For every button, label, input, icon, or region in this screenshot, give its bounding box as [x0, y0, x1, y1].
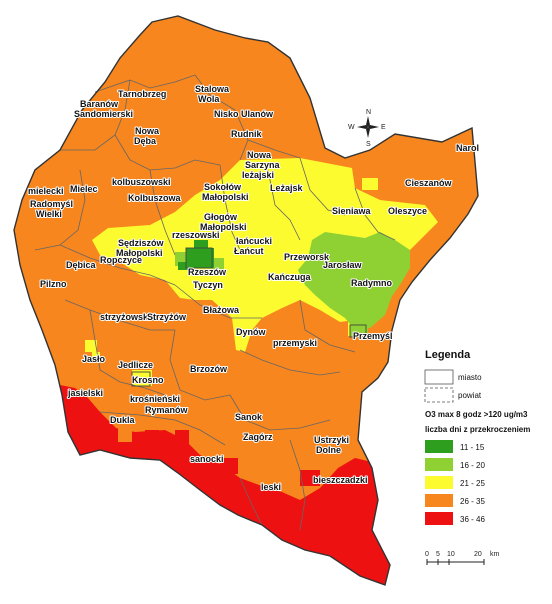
label-nowadeba: Nowa Dęba	[134, 126, 160, 146]
city-outline-krosno	[131, 371, 151, 387]
legend-range-2: 21 - 25	[460, 479, 485, 488]
city-outline-przemysl	[349, 324, 367, 338]
label-ropczyce: Ropczyce	[100, 255, 142, 265]
compass-rose: N S E W	[348, 109, 386, 148]
legend-title: Legenda	[425, 349, 471, 361]
compass-s: S	[366, 141, 371, 148]
class-16-20-area	[175, 232, 410, 337]
label-ustrzyki: Ustrzyki Dolne	[314, 435, 349, 455]
legend-range-0: 11 - 15	[460, 443, 485, 452]
legend-county-swatch	[424, 387, 454, 403]
label-tarnobrzeg: Tarnobrzeg	[118, 89, 166, 99]
label-nowasarzyna: Nowa Sarzyna leżajski	[242, 150, 281, 180]
label-debica: Dębica	[66, 260, 97, 270]
county-boundaries	[34, 74, 396, 531]
compass-w: W	[348, 124, 355, 131]
label-mielecki: mielecki	[28, 186, 64, 196]
label-lezajsk: Leżajsk	[270, 183, 304, 193]
label-sanocki: sanocki	[190, 454, 224, 464]
label-glogow: Głogów Małopolski	[200, 212, 247, 232]
label-sedziszow: Sędziszów Małopolski	[116, 238, 165, 258]
legend-swatch-3	[425, 494, 453, 507]
legend-range-1: 16 - 20	[460, 461, 485, 470]
label-jedlicze: Jedlicze	[118, 360, 153, 370]
label-strzyzow: Strzyżów	[147, 312, 187, 322]
legend-swatch-0	[425, 440, 453, 453]
label-lancucki: łańcucki Łańcut	[234, 236, 272, 256]
label-kolbuszowski: kolbuszowski	[112, 177, 171, 187]
label-rzeszow: Rzeszów	[188, 267, 227, 277]
label-przemysl: Przemyśl	[353, 331, 393, 341]
legend: Legenda miasto powiat O3 max 8 godz >120…	[424, 349, 530, 525]
label-sanok: Sanok	[235, 412, 263, 422]
legend-county-label: powiat	[458, 391, 482, 400]
scale-tick-10: 10	[447, 551, 455, 558]
label-bieszczadzki: bieszczadzki	[313, 475, 368, 485]
label-rudnik: Rudnik	[231, 129, 262, 139]
label-oleszyce: Oleszyce	[388, 206, 427, 216]
legend-city-label: miasto	[458, 373, 482, 382]
scale-tick-0: 0	[425, 551, 429, 558]
scale-bar: 0 5 10 20 km	[425, 551, 500, 565]
label-przeworsk: Przeworsk	[284, 252, 330, 262]
scale-tick-5: 5	[436, 551, 440, 558]
label-jaslo: Jasło	[82, 354, 106, 364]
label-kolbuszowa: Kolbuszowa	[128, 193, 181, 203]
legend-days: liczba dni z przekroczeniem	[425, 425, 530, 434]
label-narol: Narol	[456, 143, 479, 153]
place-labels: Tarnobrzeg Stalowa Wola Baranów Sandomiers…	[27, 83, 480, 493]
label-strzyzowski: strzyżowski	[100, 312, 151, 322]
city-outlines	[131, 247, 367, 387]
label-cieszanow: Cieszanów	[405, 178, 453, 188]
city-outline-rzeszow	[185, 247, 213, 269]
label-krosno: Krosno	[132, 375, 164, 385]
class-11-15-area	[178, 240, 214, 270]
compass-e: E	[381, 124, 386, 131]
label-dukla: Dukla	[110, 415, 136, 425]
label-rzeszowski: rzeszowski	[172, 230, 220, 240]
legend-metric: O3 max 8 godz >120 ug/m3	[425, 410, 528, 419]
scale-unit: km	[490, 551, 500, 558]
legend-swatch-4	[425, 512, 453, 525]
label-brzozow: Brzozów	[190, 364, 228, 374]
label-zagorz: Zagórz	[243, 432, 273, 442]
label-radomysl: Radomyśl Wielki	[30, 199, 73, 219]
label-baranow: Baranów Sandomierski	[74, 99, 133, 119]
legend-swatch-1	[425, 458, 453, 471]
legend-swatch-2	[425, 476, 453, 489]
label-przemyski: przemyski	[273, 338, 317, 348]
label-radymno: Radymno	[351, 278, 393, 288]
label-leski: leski	[261, 482, 281, 492]
label-rymanow: Rymanów	[145, 405, 189, 415]
compass-n: N	[366, 109, 371, 116]
label-jasielski: jasielski	[67, 388, 103, 398]
legend-city-swatch	[424, 369, 454, 385]
label-pilzno: Pilzno	[40, 279, 67, 289]
label-blazowa: Błażowa	[203, 305, 240, 315]
legend-range-4: 36 - 46	[460, 515, 485, 524]
label-jaroslaw: Jarosław	[323, 260, 363, 270]
label-krosnienski: krośnieński	[130, 394, 180, 404]
label-stalowa: Stalowa Wola	[195, 84, 230, 104]
label-dynow: Dynów	[236, 327, 267, 337]
label-tyczyn: Tyczyn	[193, 280, 223, 290]
legend-range-3: 26 - 35	[460, 497, 485, 506]
label-mielec: Mielec	[70, 184, 98, 194]
label-sokolow: Sokołów Małopolski	[202, 182, 249, 202]
legend-classes: 11 - 15 16 - 20 21 - 25 26 - 35 36 - 46	[425, 440, 485, 525]
label-sieniawa: Sieniawa	[332, 206, 372, 216]
label-kanczuga: Kańczuga	[268, 272, 312, 282]
label-nisko: Nisko Ulanów	[214, 109, 274, 119]
scale-tick-20: 20	[474, 551, 482, 558]
